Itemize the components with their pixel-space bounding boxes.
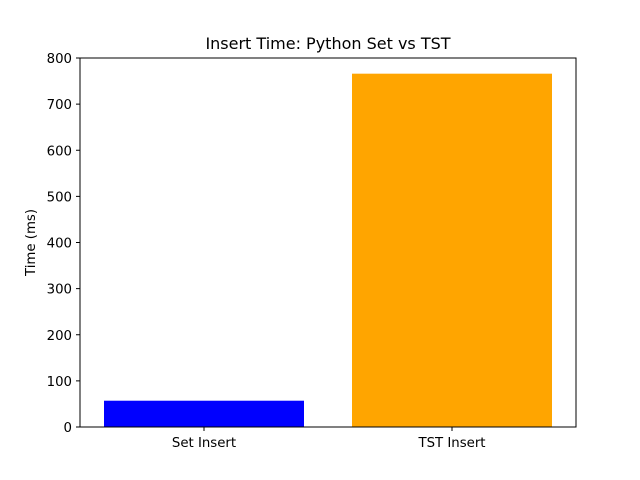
y-tick-label: 600 — [47, 144, 72, 159]
y-tick-label: 500 — [47, 190, 72, 205]
y-tick-label: 200 — [47, 329, 72, 344]
x-tick-label: TST Insert — [417, 436, 485, 451]
x-axis: Set Insert TST Insert — [172, 427, 486, 451]
chart-title: Insert Time: Python Set vs TST — [205, 34, 450, 53]
bar-tst-insert — [352, 73, 552, 428]
y-tick-label: 400 — [47, 237, 72, 252]
axes-frame — [79, 57, 577, 428]
y-tick-label: 300 — [47, 283, 72, 298]
y-axis: 0 100 200 300 400 500 600 700 800 — [47, 52, 80, 436]
y-tick-label: 0 — [64, 421, 72, 436]
y-tick-label: 700 — [47, 98, 72, 113]
x-tick-label: Set Insert — [172, 436, 236, 451]
bars-group — [104, 73, 552, 428]
y-axis-label: Time (ms) — [24, 209, 39, 277]
y-tick-label: 100 — [47, 375, 72, 390]
y-tick-label: 800 — [47, 52, 72, 67]
bar-set-insert — [104, 400, 304, 427]
